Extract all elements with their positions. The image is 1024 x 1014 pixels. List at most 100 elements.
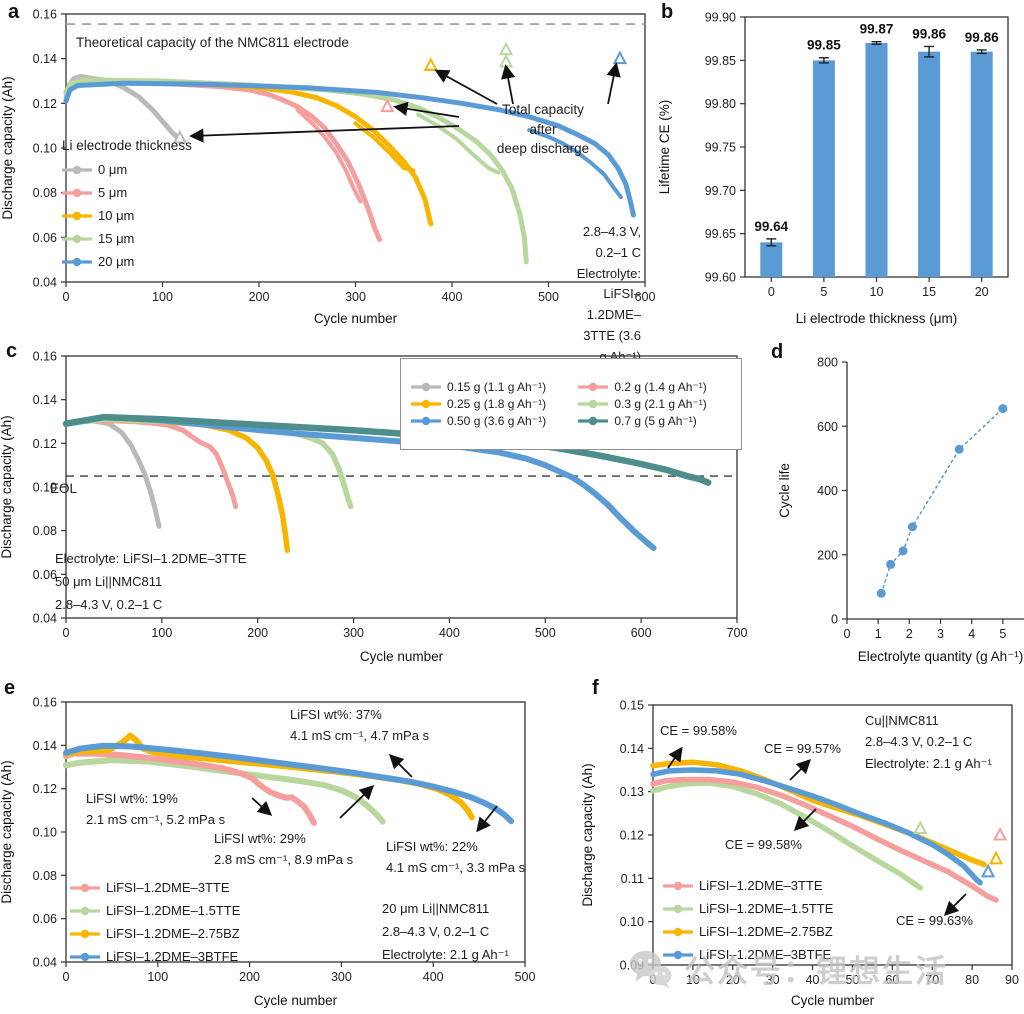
x-axis-title: Cycle number [791, 993, 875, 1008]
series-3BTFE [63, 742, 515, 825]
legend-marker-icon [70, 883, 100, 892]
bar-value-label: 99.85 [807, 38, 841, 53]
y-tick-label: 0.13 [620, 785, 644, 799]
triangle-marker [498, 53, 514, 68]
bar [760, 242, 783, 277]
annotation-text: LiFSI wt%: 29% 2.8 mS cm⁻¹, 8.9 mPa s [214, 831, 354, 868]
x-tick-label: 30 [766, 973, 780, 987]
legend-item: 0.2 g (1.4 g Ah⁻¹) [578, 380, 731, 394]
annotation-arrow [606, 62, 621, 105]
x-tick-label: 50 [845, 973, 859, 987]
legend-e: LiFSI–1.2DME–3TTE LiFSI–1.2DME–1.5TTE LiFS… [70, 876, 240, 968]
x-tick-label: 500 [535, 626, 556, 640]
annotation-text: LiFSI wt%: 19% 2.1 mS cm⁻¹, 5.2 mPa s [86, 791, 226, 828]
y-tick-label: 0.04 [33, 612, 57, 626]
panel-e-chart: 0 100 200 300 400 500 0.04 0.06 0.08 0.10 0.12 0.14… [0, 696, 536, 1009]
bar-value-label: 99.64 [754, 219, 788, 234]
x-tick-label: 100 [151, 626, 172, 640]
x-tick-label: 20 [975, 285, 989, 299]
panel-label-b: b [661, 1, 674, 23]
y-tick-label: 0.16 [33, 8, 57, 22]
legend-marker-icon [411, 416, 441, 426]
y-tick-label: 600 [817, 420, 838, 434]
legend-item-label: 0.3 g (2.1 g Ah⁻¹) [614, 397, 707, 411]
panel-d: d01234560200400600800Electrolyte quantit… [757, 332, 1024, 670]
x-axis-title: Li electrode thickness (μm) [796, 311, 958, 326]
legend-item-label: 0 μm [98, 162, 128, 177]
y-tick-label: 200 [817, 548, 838, 562]
legend-marker-icon [70, 952, 100, 961]
x-tick-label: 80 [965, 973, 979, 987]
legend-item-label: 0.7 g (5 g Ah⁻¹) [614, 414, 697, 428]
y-tick-label: 0.15 [620, 699, 644, 713]
x-tick-label: 15 [922, 285, 936, 299]
legend-title: Li electrode thickness [62, 138, 192, 153]
y-tick-label: 99.90 [705, 11, 736, 25]
bar-value-label: 99.87 [860, 22, 894, 37]
data-point [898, 546, 908, 556]
y-tick-label: 0.14 [33, 393, 57, 407]
legend-item: LiFSI–1.2DME–3BTFE [70, 945, 240, 968]
x-tick-label: 400 [439, 626, 460, 640]
y-tick-label: 0.09 [620, 959, 644, 973]
legend-item-label: LiFSI–1.2DME–1.5TTE [699, 901, 834, 916]
legend-item-label: 0.2 g (1.4 g Ah⁻¹) [614, 380, 707, 394]
legend-marker-icon [663, 881, 693, 890]
x-tick-label: 200 [239, 970, 260, 984]
annotation-arrow [251, 797, 273, 816]
legend-item-label: 15 μm [98, 231, 135, 246]
y-axis-title: Discharge capacity (Ah) [0, 415, 14, 558]
y-tick-label: 800 [817, 356, 838, 370]
legend-item: LiFSI–1.2DME–2.75BZ [70, 922, 240, 945]
legend-item: 0.25 g (1.8 g Ah⁻¹) [411, 397, 570, 411]
x-tick-label: 0 [650, 973, 657, 987]
panel-c: c 0 100 200 300 400 500 600 700 0.04 0.06 0.08 0.10 0… [0, 332, 757, 670]
legend-item-label: LiFSI–1.2DME–3BTFE [699, 947, 832, 962]
annotation-text: CE = 99.57% [764, 741, 841, 756]
panel-label-a: a [8, 1, 20, 23]
series-1.5TTE [650, 780, 924, 891]
series-3BTFE [650, 767, 983, 886]
panel-a: a 0 100 200 300 400 500 600 0.04 0.06 0.08 0.10 0.12… [0, 0, 655, 364]
data-point [886, 559, 896, 569]
x-tick-label: 700 [727, 626, 748, 640]
series-5-um-b [295, 108, 363, 204]
x-tick-label: 500 [515, 970, 536, 984]
legend-marker-icon [70, 906, 100, 915]
data-point [998, 404, 1008, 414]
x-axis-title: Electrolyte quantity (g Ah⁻¹) [858, 649, 1023, 664]
series-0.25-g [63, 416, 291, 554]
legend-marker-icon [578, 399, 609, 409]
series-10-um-b [353, 121, 416, 173]
triangle-marker [423, 57, 438, 71]
legend-item-label: 10 μm [98, 208, 135, 223]
y-tick-label: 0.14 [620, 742, 644, 756]
legend-item: 15 μm [62, 227, 192, 250]
legend-item: 0 μm [62, 158, 192, 181]
x-tick-label: 100 [147, 970, 168, 984]
annotation-arrow [339, 784, 375, 819]
series-15-um-b [416, 112, 501, 175]
y-tick-label: 0.12 [33, 782, 57, 796]
legend-item: 10 μm [62, 204, 192, 227]
series-cycle-life [880, 407, 1004, 595]
legend-item-label: LiFSI–1.2DME–1.5TTE [106, 903, 241, 918]
annotation-arrow [501, 64, 516, 105]
triangle-marker [992, 826, 1008, 841]
legend-marker-icon [62, 211, 92, 220]
bar [970, 51, 993, 277]
x-tick-label: 600 [635, 290, 655, 304]
legend-item-label: 0.15 g (1.1 g Ah⁻¹) [447, 380, 547, 394]
triangle-marker [172, 129, 188, 144]
legend-item: 20 μm [62, 250, 192, 273]
y-tick-label: 0.14 [33, 739, 57, 753]
y-tick-label: 99.80 [705, 97, 736, 111]
y-axis-title: Cycle life [777, 463, 792, 518]
legend-item: 5 μm [62, 181, 192, 204]
legend-marker-icon [62, 188, 92, 197]
bar [865, 43, 888, 277]
y-tick-label: 0.10 [620, 915, 644, 929]
y-tick-label: 0.14 [33, 52, 57, 66]
annotation-arrow [943, 893, 967, 917]
x-tick-label: 300 [331, 970, 352, 984]
